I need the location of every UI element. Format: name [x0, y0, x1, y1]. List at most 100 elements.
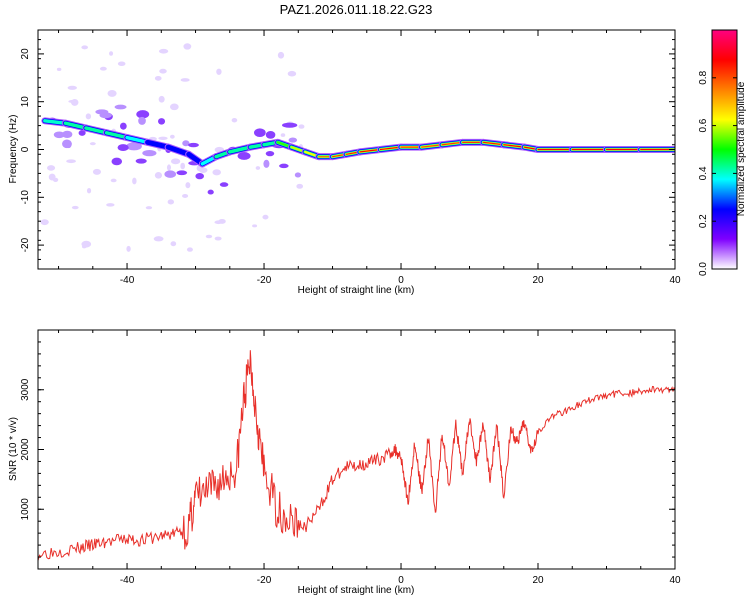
spectrogram-speckle — [145, 206, 153, 210]
spectrogram-blob — [294, 172, 302, 178]
spectrogram-blob — [188, 142, 199, 148]
spectrogram-speckle — [158, 48, 169, 54]
colorbar: 0.0 0.2 0.4 0.6 0.8 Normalized spectral ampl… — [698, 29, 747, 276]
colorbar-gradient — [711, 29, 738, 270]
spectrogram-blob — [164, 170, 177, 178]
spectrogram-blob — [120, 122, 127, 130]
spectrogram-ridge-segment — [104, 131, 129, 140]
spectrogram-blob — [111, 157, 123, 166]
snr-ticks: -40 -20 0 20 40 1000 2000 3000 — [20, 329, 681, 586]
colorbar-tick-label: 0.0 — [698, 262, 709, 276]
spectrogram-speckle — [212, 169, 221, 176]
spectrogram-speckle — [169, 103, 179, 111]
spectrogram-blob — [135, 158, 147, 164]
spectrogram-blob — [237, 152, 251, 160]
spectrogram-blob — [219, 182, 229, 187]
spectrogram-ytick-label: 20 — [20, 48, 31, 60]
colorbar-tick-label: 0.8 — [698, 70, 709, 84]
spectrogram-image — [40, 43, 675, 252]
spectrogram-speckle — [180, 162, 186, 170]
figure-title: PAZ1.2026.011.18.22.G23 — [280, 2, 433, 17]
spectrogram-blob — [99, 112, 112, 119]
spectrogram-speckle — [214, 220, 223, 225]
spectrogram-speckle — [153, 236, 164, 242]
spectrogram-speckle — [231, 118, 238, 123]
spectrogram-ytick-label: 0 — [20, 146, 31, 152]
spectrogram-speckle — [47, 165, 56, 171]
spectrogram-speckle — [70, 98, 79, 106]
spectrogram-speckle — [67, 85, 77, 90]
spectrogram-xtick-label: 40 — [669, 275, 681, 286]
spectrogram-speckle — [85, 113, 92, 120]
spectrogram-xtick-label: -40 — [120, 275, 135, 286]
spectrogram-panel: -40 -20 0 20 40 -20 -10 0 10 20 Height of straigh… — [8, 29, 681, 296]
spectrogram-speckle — [277, 51, 285, 59]
spectrogram-blob — [126, 142, 142, 151]
snr-ytick-label: 1000 — [20, 498, 31, 521]
snr-ylabel: SNR (10 * v/v) — [8, 417, 19, 481]
spectrogram-speckle — [40, 219, 49, 226]
spectrogram-xtick-label: 20 — [532, 275, 544, 286]
spectrogram-speckle — [252, 224, 258, 228]
spectrogram-speckle — [106, 203, 115, 207]
spectrogram-speckle — [183, 43, 192, 50]
snr-xtick-label: -20 — [257, 575, 272, 586]
spectrogram-blob — [114, 104, 127, 110]
spectrogram-blob — [263, 159, 270, 168]
spectrogram-blob — [176, 170, 188, 176]
spectrogram-speckle — [99, 66, 107, 71]
spectrogram-speckle — [167, 199, 175, 205]
spectrogram-speckle — [262, 214, 269, 220]
spectrogram-speckle — [296, 183, 304, 189]
spectrogram-speckle — [92, 168, 102, 175]
spectrogram-speckle — [298, 124, 305, 129]
spectrogram-blob — [138, 116, 146, 125]
snr-xtick-label: 0 — [398, 575, 404, 586]
snr-ytick-label: 2000 — [20, 438, 31, 461]
spectrogram-speckle — [158, 95, 165, 103]
spectrogram-xlabel: Height of straight line (km) — [298, 285, 415, 296]
spectrogram-speckle — [66, 159, 76, 164]
spectrogram-speckle — [186, 247, 193, 252]
spectrogram-blob — [136, 110, 150, 119]
spectrogram-speckle — [81, 45, 89, 50]
spectrogram-speckle — [126, 245, 131, 252]
spectrogram-xtick-label: 0 — [398, 275, 404, 286]
spectrogram-speckle — [86, 188, 92, 194]
spectrogram-ridge-segment — [228, 145, 253, 154]
snr-xlabel: Height of straight line (km) — [298, 585, 415, 596]
spectrogram-blob — [62, 130, 73, 139]
spectrogram-blob — [53, 131, 65, 139]
spectrogram-ridge-segment — [165, 144, 192, 157]
snr-xtick-label: 20 — [532, 575, 544, 586]
spectrogram-blob — [78, 130, 86, 136]
spectrogram-speckle — [205, 234, 213, 239]
snr-series-line — [38, 350, 675, 561]
spectrogram-blob — [65, 140, 72, 149]
spectrogram-blob — [253, 128, 266, 137]
spectrogram-speckle — [89, 142, 96, 146]
spectrogram-blob — [117, 144, 129, 151]
spectrogram-speckle — [154, 75, 162, 81]
spectrogram-blob — [182, 140, 190, 147]
snr-panel: -40 -20 0 20 40 1000 2000 3000 Height of straig… — [8, 329, 681, 596]
spectrogram-speckle — [255, 166, 261, 170]
spectrogram-speckle — [287, 70, 297, 77]
spectrogram-speckle — [170, 241, 177, 247]
spectrogram-xtick-label: -20 — [257, 275, 272, 286]
spectrogram-ytick-label: 10 — [20, 96, 31, 108]
colorbar-label: Normalized spectral amplitude — [736, 81, 747, 216]
spectrogram-blob — [195, 172, 204, 180]
spectrogram-ticks: -40 -20 0 20 40 -20 -10 0 10 20 — [20, 29, 681, 286]
spectrogram-blob — [282, 122, 298, 128]
spectrogram-blob — [158, 118, 166, 125]
spectrogram-speckle — [81, 245, 87, 249]
spectrogram-speckle — [71, 205, 79, 210]
spectrogram-speckle — [158, 136, 168, 140]
spectrogram-speckle — [159, 68, 167, 74]
spectrogram-blob — [265, 151, 275, 157]
spectrogram-speckle — [280, 133, 286, 137]
spectrogram-ridge-segment — [125, 135, 150, 145]
spectrogram-speckle — [214, 236, 222, 241]
